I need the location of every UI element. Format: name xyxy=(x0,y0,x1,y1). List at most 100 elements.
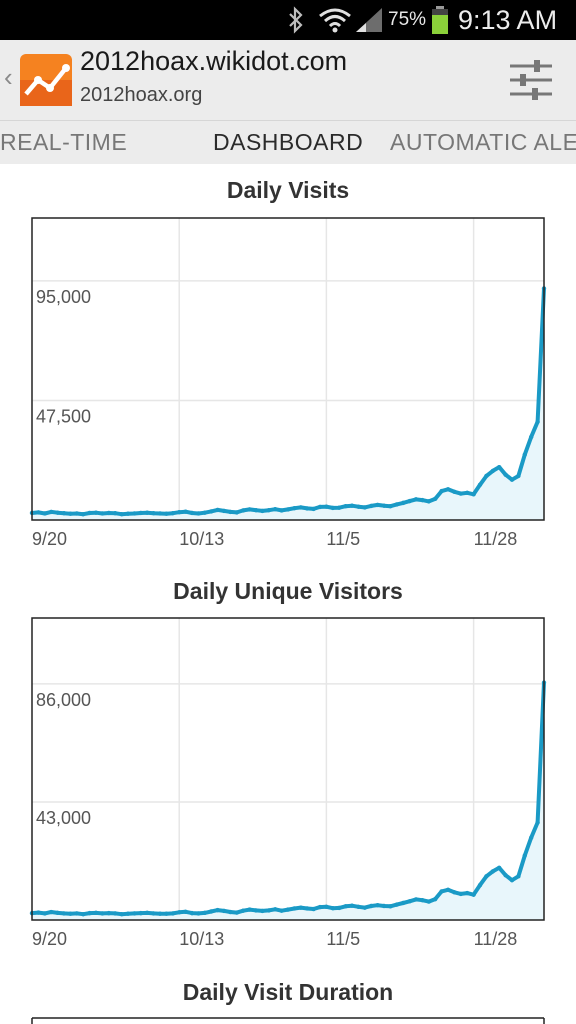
data-point xyxy=(529,434,534,440)
data-point xyxy=(439,488,444,494)
data-point xyxy=(145,510,150,515)
x-tick-label: 9/20 xyxy=(32,529,67,549)
x-tick-label: 11/28 xyxy=(474,929,518,949)
data-point xyxy=(279,508,284,513)
y-tick-label: 86,000 xyxy=(36,690,91,710)
data-point xyxy=(330,505,335,511)
x-tick-label: 9/20 xyxy=(32,929,67,949)
data-point xyxy=(93,510,99,515)
data-point xyxy=(55,510,60,515)
tab-strip: REAL-TIME DASHBOARD AUTOMATIC ALERTS xyxy=(0,121,576,164)
data-point xyxy=(61,911,67,916)
data-point xyxy=(426,499,431,504)
data-point xyxy=(426,899,431,904)
back-chevron-icon[interactable]: ‹ xyxy=(4,62,13,92)
daily-unique-visitors-chart: 43,000 86,000 9/20 10/13 11/5 11/28 xyxy=(29,617,547,949)
data-point xyxy=(209,509,214,514)
data-point xyxy=(484,874,489,879)
data-point xyxy=(356,904,361,910)
data-point xyxy=(221,908,227,914)
data-point xyxy=(266,908,271,913)
tab-dashboard[interactable]: DASHBOARD xyxy=(213,129,364,155)
data-point xyxy=(132,911,137,916)
data-point xyxy=(433,496,438,502)
daily-visit-duration-chart xyxy=(31,1017,545,1024)
data-point xyxy=(362,905,367,910)
data-point xyxy=(202,510,207,515)
data-point xyxy=(535,820,540,825)
data-point xyxy=(497,464,502,470)
data-point xyxy=(87,510,92,516)
data-point xyxy=(61,511,67,516)
data-point xyxy=(292,505,297,511)
data-point xyxy=(151,911,156,916)
data-point xyxy=(324,504,329,509)
data-point xyxy=(68,511,73,516)
data-point xyxy=(503,873,508,878)
data-point xyxy=(401,500,406,506)
data-point xyxy=(183,909,188,914)
data-point xyxy=(343,503,348,509)
data-point xyxy=(170,511,175,516)
data-point xyxy=(381,903,387,909)
data-point xyxy=(247,507,252,512)
data-point xyxy=(247,907,252,912)
data-point xyxy=(285,907,291,912)
data-point xyxy=(477,882,483,888)
data-point xyxy=(55,910,60,916)
analytics-logo-icon[interactable] xyxy=(20,54,72,106)
data-point xyxy=(183,509,188,514)
data-point xyxy=(381,503,387,508)
data-point xyxy=(49,509,54,515)
data-point xyxy=(298,505,303,510)
x-tick-label: 11/5 xyxy=(326,529,360,549)
data-point xyxy=(253,908,259,913)
data-point xyxy=(285,507,291,512)
data-point xyxy=(407,498,412,504)
data-point xyxy=(253,507,259,513)
x-tick-label: 10/13 xyxy=(179,929,224,949)
data-point xyxy=(407,899,412,904)
tab-automatic-alerts[interactable]: AUTOMATIC ALERTS xyxy=(390,129,576,155)
data-point xyxy=(42,911,47,916)
data-point xyxy=(100,511,105,516)
settings-sliders-icon[interactable] xyxy=(508,58,554,102)
data-point xyxy=(420,497,425,503)
data-point xyxy=(202,910,207,916)
data-point xyxy=(471,892,476,897)
data-point xyxy=(497,865,502,871)
series-line xyxy=(31,682,546,917)
daily-visits-chart: 47,500 95,000 9/20 10/13 11/5 11/28 xyxy=(29,217,547,549)
data-point xyxy=(317,504,323,510)
data-point xyxy=(413,897,419,902)
data-point xyxy=(516,874,521,879)
data-point xyxy=(458,491,463,496)
data-point xyxy=(138,510,143,516)
data-point xyxy=(234,510,239,515)
data-point xyxy=(509,877,515,883)
x-tick-label: 11/28 xyxy=(474,529,518,549)
data-point xyxy=(189,510,195,516)
data-point xyxy=(145,910,150,916)
bluetooth-icon xyxy=(286,0,306,40)
data-point xyxy=(362,505,367,510)
data-point xyxy=(445,887,451,892)
data-point xyxy=(477,482,483,487)
data-point xyxy=(401,900,406,906)
site-url: 2012hoax.org xyxy=(80,84,203,106)
data-point xyxy=(490,869,495,874)
data-point xyxy=(433,896,438,902)
y-tick-label: 47,500 xyxy=(36,406,91,426)
data-point xyxy=(209,909,214,914)
tab-real-time[interactable]: REAL-TIME xyxy=(0,129,128,155)
data-point xyxy=(266,507,271,513)
data-point xyxy=(343,904,348,909)
data-point xyxy=(228,909,233,915)
series-area xyxy=(32,682,544,920)
data-point xyxy=(273,506,278,512)
data-point xyxy=(138,910,143,916)
battery-icon xyxy=(430,0,450,40)
data-point xyxy=(337,505,342,510)
data-point xyxy=(113,911,118,916)
data-point xyxy=(36,910,41,915)
